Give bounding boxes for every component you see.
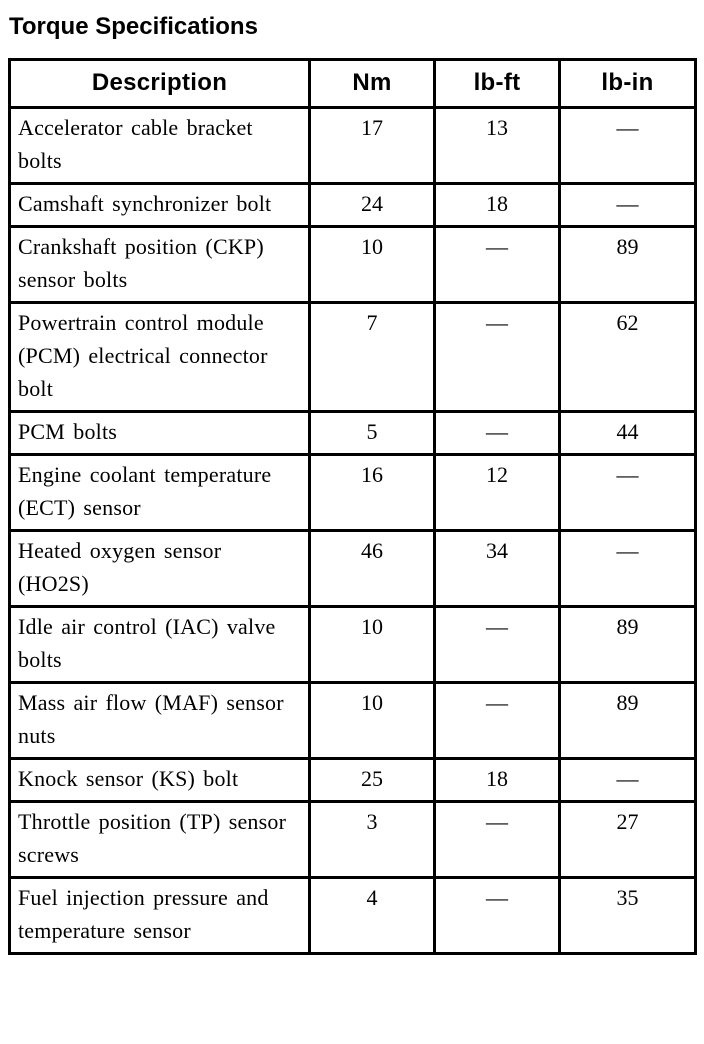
lb-ft-value-cell: —: [433, 876, 561, 955]
description-cell: Mass air flow (MAF) sensor nuts: [8, 681, 311, 760]
nm-value-cell: 5: [308, 410, 436, 456]
table-row: Mass air flow (MAF) sensor nuts 10 — 89: [8, 681, 697, 760]
lb-ft-value-cell: 34: [433, 529, 561, 608]
table-row: Idle air control (IAC) valve bolts 10 — …: [8, 605, 697, 684]
lb-in-value-cell: 35: [558, 876, 697, 955]
description-cell: Throttle position (TP) sensor screws: [8, 800, 311, 879]
header-row: Description Nm lb-ft lb-in: [8, 58, 697, 109]
nm-value-cell: 17: [308, 106, 436, 185]
lb-ft-value-cell: —: [433, 605, 561, 684]
lb-in-value-cell: 44: [558, 410, 697, 456]
nm-value-cell: 3: [308, 800, 436, 879]
col-header-nm: Nm: [308, 58, 436, 109]
table-row: Heated oxygen sensor (HO2S) 46 34 —: [8, 529, 697, 608]
nm-value-cell: 7: [308, 301, 436, 413]
lb-ft-value-cell: —: [433, 301, 561, 413]
table-row: Throttle position (TP) sensor screws 3 —…: [8, 800, 697, 879]
nm-value-cell: 46: [308, 529, 436, 608]
description-cell: Accelerator cable bracket bolts: [8, 106, 311, 185]
nm-value-cell: 10: [308, 681, 436, 760]
lb-in-value-cell: 89: [558, 225, 697, 304]
lb-in-value-cell: 89: [558, 681, 697, 760]
lb-ft-value-cell: 12: [433, 453, 561, 532]
table-row: Fuel injection pressure and temperature …: [8, 876, 697, 955]
lb-ft-value-cell: 18: [433, 182, 561, 228]
description-cell: Knock sensor (KS) bolt: [8, 757, 311, 803]
description-cell: PCM bolts: [8, 410, 311, 456]
description-cell: Heated oxygen sensor (HO2S): [8, 529, 311, 608]
description-cell: Camshaft synchronizer bolt: [8, 182, 311, 228]
col-header-description: Description: [8, 58, 311, 109]
col-header-lb-in: lb-in: [558, 58, 697, 109]
lb-in-value-cell: —: [558, 757, 697, 803]
lb-in-value-cell: —: [558, 529, 697, 608]
lb-ft-value-cell: —: [433, 681, 561, 760]
lb-ft-value-cell: 18: [433, 757, 561, 803]
table-row: Knock sensor (KS) bolt 25 18 —: [8, 757, 697, 803]
lb-in-value-cell: 89: [558, 605, 697, 684]
nm-value-cell: 16: [308, 453, 436, 532]
description-cell: Crankshaft position (CKP) sensor bolts: [8, 225, 311, 304]
table-row: Crankshaft position (CKP) sensor bolts 1…: [8, 225, 697, 304]
col-header-lb-ft: lb-ft: [433, 58, 561, 109]
nm-value-cell: 24: [308, 182, 436, 228]
table-row: Powertrain control module (PCM) electric…: [8, 301, 697, 413]
page-title: Torque Specifications: [9, 13, 258, 40]
lb-in-value-cell: 62: [558, 301, 697, 413]
lb-in-value-cell: —: [558, 182, 697, 228]
description-cell: Idle air control (IAC) valve bolts: [8, 605, 311, 684]
lb-in-value-cell: —: [558, 106, 697, 185]
lb-ft-value-cell: 13: [433, 106, 561, 185]
table-row: Camshaft synchronizer bolt 24 18 —: [8, 182, 697, 228]
table-row: Accelerator cable bracket bolts 17 13 —: [8, 106, 697, 185]
nm-value-cell: 10: [308, 225, 436, 304]
lb-in-value-cell: 27: [558, 800, 697, 879]
lb-ft-value-cell: —: [433, 800, 561, 879]
description-cell: Fuel injection pressure and temperature …: [8, 876, 311, 955]
table-row: PCM bolts 5 — 44: [8, 410, 697, 456]
torque-spec-table: Description Nm lb-ft lb-in Accelerator c…: [8, 58, 697, 955]
table-header: Description Nm lb-ft lb-in: [8, 58, 697, 109]
nm-value-cell: 4: [308, 876, 436, 955]
nm-value-cell: 10: [308, 605, 436, 684]
lb-in-value-cell: —: [558, 453, 697, 532]
lb-ft-value-cell: —: [433, 410, 561, 456]
description-cell: Powertrain control module (PCM) electric…: [8, 301, 311, 413]
lb-ft-value-cell: —: [433, 225, 561, 304]
nm-value-cell: 25: [308, 757, 436, 803]
description-cell: Engine coolant temperature (ECT) sensor: [8, 453, 311, 532]
table-row: Engine coolant temperature (ECT) sensor …: [8, 453, 697, 532]
table-body: Accelerator cable bracket bolts 17 13 — …: [8, 106, 697, 955]
